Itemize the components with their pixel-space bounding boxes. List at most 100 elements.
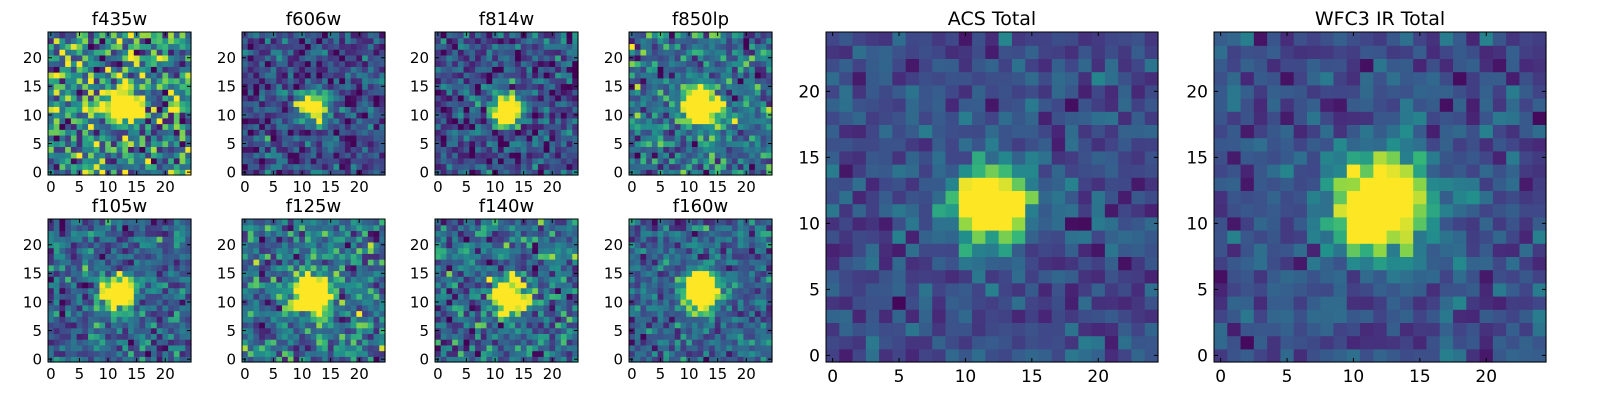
heatmap-cell — [299, 146, 306, 153]
heatmap-cell — [65, 117, 72, 125]
heatmap-cell — [503, 247, 510, 254]
heatmap-cell — [367, 339, 375, 346]
heatmap-cell — [139, 43, 146, 50]
y-tick-label: 0 — [419, 351, 429, 369]
heatmap-cell — [486, 219, 493, 226]
heatmap-cell — [88, 117, 95, 125]
heatmap-cell — [185, 77, 192, 85]
heatmap-cell — [486, 169, 493, 176]
heatmap-cell — [293, 270, 300, 277]
y-tick-label: 5 — [226, 322, 236, 340]
heatmap-cell — [59, 163, 66, 170]
heatmap-cell — [486, 281, 493, 289]
heatmap-cell — [549, 253, 556, 260]
heatmap-cell — [99, 236, 106, 243]
heatmap-cell — [116, 100, 123, 107]
heatmap-cell — [663, 356, 670, 363]
heatmap-cell — [299, 344, 306, 352]
heatmap-cell — [686, 152, 693, 159]
heatmap-cell — [720, 310, 727, 317]
heatmap-cell — [242, 94, 249, 102]
heatmap-cell — [686, 339, 693, 346]
heatmap-cell — [179, 94, 186, 102]
heatmap-cell — [743, 327, 750, 334]
heatmap-cell — [253, 316, 260, 323]
heatmap-cell — [128, 310, 135, 317]
heatmap-cell — [714, 299, 722, 306]
heatmap-cell — [463, 112, 470, 119]
heatmap-cell — [110, 264, 118, 272]
heatmap-cell — [537, 310, 545, 317]
heatmap-cell — [344, 140, 352, 147]
heatmap-cell — [566, 112, 573, 119]
heatmap-cell — [162, 163, 169, 170]
heatmap-cell — [691, 112, 699, 119]
heatmap-cell — [697, 356, 704, 363]
heatmap-cell — [537, 219, 545, 226]
heatmap-cell — [737, 157, 744, 165]
heatmap-cell — [179, 304, 186, 312]
heatmap-cell — [680, 287, 687, 294]
heatmap-cell — [754, 112, 762, 119]
heatmap-cell — [276, 94, 283, 102]
heatmap-cell — [162, 339, 169, 346]
heatmap-cell — [669, 157, 676, 165]
heatmap-cell — [133, 152, 141, 159]
heatmap-cell — [463, 66, 470, 73]
heatmap-cell — [373, 316, 380, 323]
heatmap-cell — [440, 344, 448, 352]
heatmap-cell — [259, 106, 266, 113]
heatmap-cell — [128, 123, 135, 130]
heatmap-cell — [88, 344, 95, 352]
heatmap-cell — [640, 134, 647, 142]
heatmap-cell — [350, 344, 357, 352]
heatmap-cell — [105, 241, 112, 249]
heatmap-cell — [93, 230, 101, 237]
heatmap-cell — [379, 310, 386, 317]
heatmap-cell — [760, 43, 767, 50]
heatmap-cell — [259, 83, 266, 90]
heatmap-cell — [162, 236, 169, 243]
heatmap-cell — [110, 321, 118, 329]
heatmap-cell — [457, 152, 465, 159]
heatmap-cell — [480, 32, 488, 39]
heatmap-cell — [179, 316, 186, 323]
heatmap-cell — [373, 43, 380, 50]
heatmap-cell — [754, 32, 762, 39]
heatmap-cell — [486, 304, 493, 312]
heatmap-cell — [76, 94, 83, 102]
heatmap-cell — [457, 169, 465, 176]
heatmap-cell — [110, 140, 118, 147]
heatmap-cell — [532, 146, 539, 153]
heatmap-cell — [760, 112, 767, 119]
heatmap-cell — [150, 32, 158, 39]
heatmap-cell — [486, 77, 493, 85]
heatmap-cell — [697, 339, 704, 346]
axes-frame-f435w — [47, 31, 192, 176]
heatmap-cell — [743, 152, 750, 159]
heatmap-cell — [492, 339, 499, 346]
heatmap-cell — [760, 327, 767, 334]
heatmap-cell — [566, 89, 573, 96]
heatmap-cell — [304, 321, 312, 329]
heatmap-cell — [139, 327, 146, 334]
heatmap-cell — [709, 49, 716, 56]
heatmap-cell — [110, 72, 118, 79]
heatmap-cell — [629, 293, 636, 300]
heatmap-cell — [766, 134, 773, 142]
heatmap-cell — [156, 49, 163, 56]
heatmap-cell — [116, 94, 123, 102]
heatmap-cell — [339, 77, 346, 85]
heatmap-cell — [640, 43, 647, 50]
heatmap-cell — [532, 100, 539, 107]
heatmap-cell — [537, 253, 545, 260]
heatmap-cell — [486, 66, 493, 73]
heatmap-cell — [492, 236, 499, 243]
heatmap-cell — [156, 224, 163, 232]
heatmap-cell — [110, 293, 118, 300]
heatmap-cell — [59, 77, 66, 85]
heatmap-cell — [367, 169, 375, 176]
heatmap-cell — [452, 310, 459, 317]
heatmap-cell — [276, 123, 283, 130]
heatmap-cell — [253, 219, 260, 226]
